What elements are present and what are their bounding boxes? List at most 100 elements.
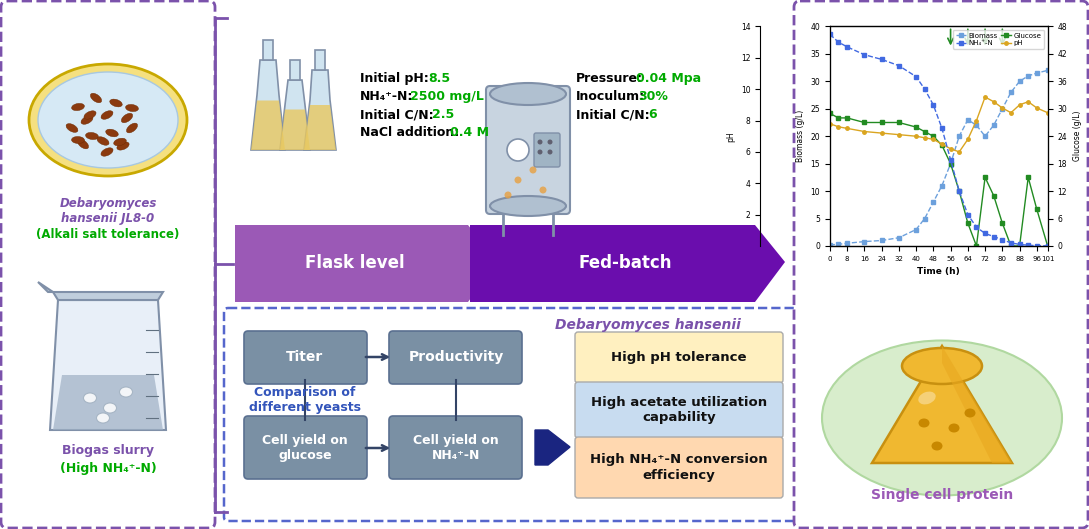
FancyBboxPatch shape [1,1,215,528]
Ellipse shape [538,140,542,144]
Glucose [1030,206,1043,213]
pH [1030,105,1043,111]
Text: (Alkali salt tolerance): (Alkali salt tolerance) [36,228,180,241]
Text: Pressure:: Pressure: [576,72,643,85]
Biomass [962,116,975,123]
Ellipse shape [117,142,130,150]
Ellipse shape [931,442,942,451]
Ellipse shape [110,99,122,107]
Biomass [858,239,871,245]
NH₄⁺-N [1021,242,1035,249]
Biomass [1041,67,1054,74]
Text: Debaryomyces hansenii: Debaryomyces hansenii [555,318,741,332]
NH₄⁺-N [1041,243,1054,249]
Polygon shape [264,40,273,60]
Ellipse shape [38,72,178,168]
FancyBboxPatch shape [389,416,522,479]
Ellipse shape [538,150,542,154]
Ellipse shape [949,424,959,433]
FancyBboxPatch shape [575,332,783,383]
pH [979,94,992,100]
Ellipse shape [507,139,529,161]
Text: Debaryomyces
hansenii JL8-0: Debaryomyces hansenii JL8-0 [59,197,157,225]
Ellipse shape [113,138,126,146]
NH₄⁺-N [841,44,854,50]
FancyBboxPatch shape [389,331,522,384]
FancyBboxPatch shape [244,331,367,384]
Biomass [995,106,1008,112]
Text: Initial pH:: Initial pH: [360,72,429,85]
Biomass [1013,78,1026,85]
Ellipse shape [548,150,552,154]
NH₄⁺-N [876,56,889,62]
Biomass [1021,72,1035,79]
Text: Single cell protein: Single cell protein [871,488,1013,502]
pH [832,124,845,130]
FancyBboxPatch shape [794,1,1088,528]
Ellipse shape [72,136,85,143]
Polygon shape [315,50,325,70]
Glucose [987,193,1000,199]
Glucose [944,160,957,167]
NH₄⁺-N [987,233,1000,240]
Ellipse shape [97,136,109,145]
NH₄⁺-N [1004,240,1017,246]
Polygon shape [304,70,337,150]
pH [935,141,949,147]
Ellipse shape [72,103,85,111]
Ellipse shape [106,129,119,137]
Polygon shape [535,430,570,465]
Ellipse shape [126,123,137,133]
Glucose [858,120,871,126]
Text: (High NH₄⁺-N): (High NH₄⁺-N) [60,462,157,475]
pH [823,121,836,127]
Ellipse shape [822,341,1062,496]
Legend: Biomass, NH₄⁺-N, Glucose, pH: Biomass, NH₄⁺-N, Glucose, pH [953,30,1044,49]
Polygon shape [235,225,498,302]
Biomass [1030,70,1043,76]
Line: Biomass: Biomass [828,69,1050,247]
Biomass [944,160,957,167]
pH [987,98,1000,105]
Y-axis label: pH: pH [726,131,735,142]
pH [841,125,854,132]
NH₄⁺-N [944,157,957,163]
Biomass [927,199,940,205]
X-axis label: Time (h): Time (h) [917,267,960,276]
NH₄⁺-N [832,39,845,45]
Glucose [979,174,992,180]
Text: 2500 mg/L: 2500 mg/L [409,90,484,103]
Ellipse shape [529,167,537,174]
Ellipse shape [120,387,133,397]
Ellipse shape [490,196,566,216]
FancyBboxPatch shape [575,437,783,498]
Text: 0.04 Mpa: 0.04 Mpa [636,72,701,85]
Polygon shape [280,110,310,150]
Ellipse shape [77,139,88,149]
Polygon shape [942,346,1012,463]
NH₄⁺-N [858,51,871,58]
Biomass [832,241,845,248]
Biomass [876,238,889,244]
Ellipse shape [84,393,97,403]
Line: Glucose: Glucose [828,112,1050,248]
Ellipse shape [29,64,187,176]
Ellipse shape [90,93,101,103]
Biomass [892,234,905,241]
Glucose [918,129,931,135]
Polygon shape [872,346,1012,463]
pH [944,145,957,152]
Glucose [876,120,889,126]
FancyBboxPatch shape [486,86,570,214]
Text: Inoculum:: Inoculum: [576,90,645,103]
Ellipse shape [504,191,512,198]
Biomass [823,242,836,248]
Text: High NH₄⁺-N conversion
efficiency: High NH₄⁺-N conversion efficiency [590,453,768,481]
Line: NH₄⁺-N: NH₄⁺-N [828,33,1050,248]
Text: 6: 6 [648,108,657,121]
Biomass [935,183,949,189]
Glucose [1004,243,1017,249]
Glucose [995,220,1008,226]
Ellipse shape [514,177,522,184]
Glucose [832,115,845,121]
